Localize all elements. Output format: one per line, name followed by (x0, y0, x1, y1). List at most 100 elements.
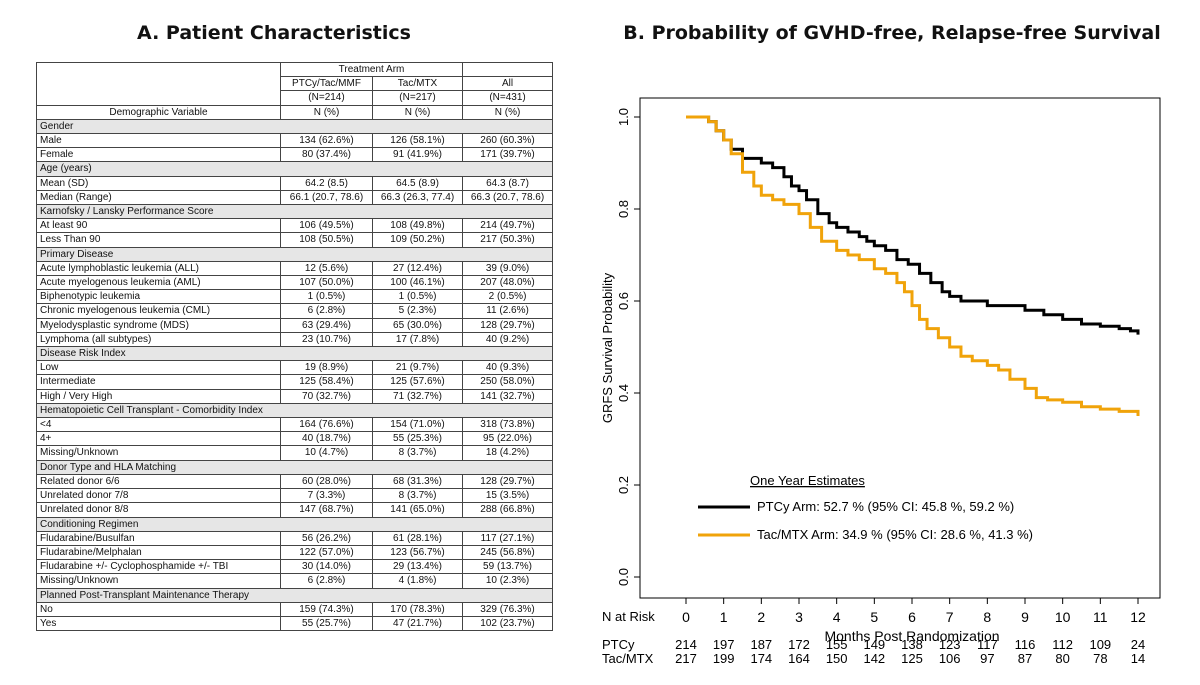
legend-entry-1: Tac/MTX Arm: 34.9 % (95% CI: 28.6 %, 41.… (757, 527, 1033, 542)
risk-count: 97 (980, 651, 994, 666)
row-value: 10 (4.7%) (280, 445, 373, 461)
row-label: Less Than 90 (36, 232, 281, 248)
table-row: Fludarabine/Busulfan 56 (26.2%) 61 (28.1%)… (36, 530, 554, 546)
table-row: Myelodysplastic syndrome (MDS) 63 (29.4%)… (36, 317, 554, 333)
table-row: Unrelated donor 7/8 7 (3.3%) 8 (3.7%) 15 (3… (36, 488, 554, 504)
patient-characteristics-table: Treatment Arm PTCy/Tac/MMF Tac/MTX All (… (35, 61, 554, 632)
row-label: At least 90 (36, 218, 281, 234)
row-value: 95 (22.0%) (462, 431, 554, 447)
table-row: Missing/Unknown 6 (2.8%) 4 (1.8%) 10 (2.3%) (36, 573, 554, 589)
risk-count: 125 (901, 651, 923, 666)
row-value: 55 (25.3%) (371, 431, 464, 447)
row-value: 66.3 (20.7, 78.6) (462, 189, 554, 206)
row-value: 6 (2.8%) (280, 303, 373, 319)
table-row: Mean (SD) 64.2 (8.5) 64.5 (8.9) 64.3 (8.7) (36, 175, 554, 191)
panel-b-title: B. Probability of GVHD-free, Relapse-fre… (623, 22, 1161, 44)
row-label: Yes (36, 615, 281, 632)
row-value: 40 (18.7%) (280, 431, 373, 447)
x-tick-label: 5 (870, 609, 878, 625)
row-value: 250 (58.0%) (462, 374, 554, 390)
section-row: Conditioning Regimen (35, 516, 554, 532)
table-row: 4+ 40 (18.7%) 55 (25.3%) 95 (22.0%) (36, 431, 554, 447)
row-value: 171 (39.7%) (462, 147, 554, 163)
section-title: Primary Disease (35, 246, 554, 262)
risk-count: 155 (826, 637, 848, 652)
row-value: 64.3 (8.7) (462, 175, 554, 191)
table-row: Yes 55 (25.7%) 47 (21.7%) 102 (23.7%) (36, 615, 554, 632)
row-value: 66.1 (20.7, 78.6) (280, 189, 373, 206)
table-row: High / Very High 70 (32.7%) 71 (32.7%) 141 … (36, 388, 554, 404)
row-value: 70 (32.7%) (280, 388, 373, 404)
table-row: Lymphoma (all subtypes) 23 (10.7%) 17 (7.8… (36, 331, 554, 348)
row-value: 128 (29.7%) (462, 473, 554, 490)
risk-count: 149 (863, 637, 885, 652)
x-tick-label: 4 (833, 609, 841, 625)
x-tick-label: 1 (720, 609, 728, 625)
row-value: 47 (21.7%) (371, 615, 464, 632)
section-title: Disease Risk Index (35, 346, 554, 362)
table-row: Unrelated donor 8/8 147 (68.7%) 141 (65.0%… (36, 502, 554, 518)
row-label: Low (36, 360, 281, 376)
row-value: 128 (29.7%) (462, 317, 554, 333)
section-title: Hematopoietic Cell Transplant - Comorbid… (35, 402, 554, 419)
treatment-arm-header: Treatment Arm (279, 61, 464, 78)
row-value: 66.3 (26.3, 77.4) (371, 189, 464, 206)
x-axis-label: Months Post Randomization (824, 628, 999, 644)
risk-count: 199 (713, 651, 735, 666)
row-value: 19 (8.9%) (280, 360, 373, 376)
risk-count: 197 (713, 637, 735, 652)
row-value: 91 (41.9%) (371, 147, 464, 163)
row-value: 55 (25.7%) (280, 615, 373, 632)
row-value: 6 (2.8%) (280, 573, 373, 589)
row-value: 217 (50.3%) (462, 232, 554, 248)
risk-count: 80 (1055, 651, 1069, 666)
y-tick-label: 0.8 (616, 200, 631, 218)
row-value: 80 (37.4%) (280, 147, 373, 163)
y-axis-label: GRFS Survival Probability (600, 272, 615, 423)
row-value: 125 (58.4%) (280, 374, 373, 390)
x-tick-label: 7 (946, 609, 954, 625)
row-value: 141 (32.7%) (462, 388, 554, 404)
y-tick-label: 0.6 (616, 292, 631, 310)
row-value: 18 (4.2%) (462, 445, 554, 461)
row-value: 109 (50.2%) (371, 232, 464, 248)
row-value: 106 (49.5%) (280, 218, 373, 234)
x-tick-label: 2 (757, 609, 765, 625)
row-value: 260 (60.3%) (462, 133, 554, 149)
risk-count: 214 (675, 637, 697, 652)
row-value: 100 (46.1%) (371, 275, 464, 291)
plot-frame (639, 97, 1161, 599)
section-row: Karnofsky / Lansky Performance Score (35, 204, 554, 220)
row-label: No (36, 601, 281, 617)
row-label: Fludarabine +/- Cyclophosphamide +/- TBI (36, 559, 281, 575)
table-row: Biphenotypic leukemia 1 (0.5%) 1 (0.5%) 2 (… (36, 289, 554, 305)
column-name-tacmtx: Tac/MTX (371, 76, 464, 92)
grfs-survival-chart: 0.0 0.2 0.4 0.6 0.8 1.0 GRFS Survival Probabil… (600, 97, 1161, 666)
series-line-0 (686, 115, 1140, 335)
section-title: Donor Type and HLA Matching (35, 459, 554, 475)
row-value: 40 (9.2%) (462, 331, 554, 348)
row-value: 4 (1.8%) (371, 573, 464, 589)
row-value: 117 (27.1%) (462, 530, 554, 546)
table-row: <4 164 (76.6%) 154 (71.0%) 318 (73.8%) (36, 417, 554, 433)
row-value: 10 (2.3%) (462, 573, 554, 589)
x-tick-label: 6 (908, 609, 916, 625)
x-tick-label: 12 (1130, 609, 1146, 625)
x-tick-label: 8 (983, 609, 991, 625)
y-tick-label: 0.2 (616, 476, 631, 494)
header-row-n: (N=214) (N=217) (N=431) (37, 90, 554, 106)
characteristics-table: Treatment Arm PTCy/Tac/MMF Tac/MTX All (… (35, 61, 554, 632)
table-row: Median (Range) 66.1 (20.7, 78.6) 66.3 (26.… (36, 189, 554, 206)
risk-count: 142 (863, 651, 885, 666)
legend-title: One Year Estimates (750, 473, 865, 488)
row-value: 29 (13.4%) (371, 559, 464, 575)
risk-count: 174 (750, 651, 772, 666)
risk-count: 138 (901, 637, 923, 652)
row-label: Fludarabine/Busulfan (36, 530, 281, 546)
row-value: 107 (50.0%) (280, 275, 373, 291)
section-row: Planned Post-Transplant Maintenance Ther… (35, 587, 554, 603)
row-label: Biphenotypic leukemia (36, 289, 281, 305)
section-title: Gender (35, 118, 554, 135)
row-value: 27 (12.4%) (371, 260, 464, 277)
row-value: 60 (28.0%) (280, 473, 373, 490)
